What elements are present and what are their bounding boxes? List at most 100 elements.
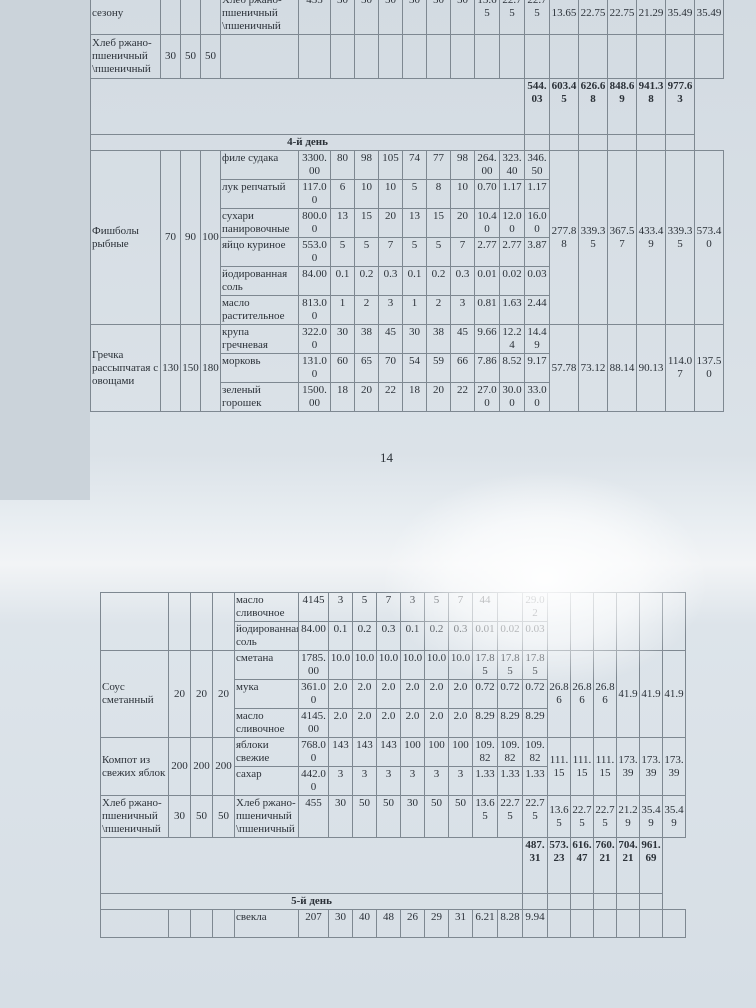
- ingredient-price: 768.00: [298, 737, 329, 767]
- ingredient-value: 10.0: [448, 650, 473, 680]
- ingredient-value: 3: [352, 766, 377, 796]
- ingredient-value: 3: [400, 766, 425, 796]
- ingredient-value: 3: [328, 766, 353, 796]
- ingredient-value: 18: [330, 382, 355, 412]
- table-row: Компот из свежих яблок 200 200 200 яблоки св…: [100, 737, 686, 796]
- ingredient-value: 0.70: [474, 179, 500, 209]
- empty-cell: [426, 34, 451, 79]
- portion-size: [212, 909, 235, 938]
- dish-total-value: [665, 34, 695, 79]
- ingredient-price: 455: [298, 0, 331, 35]
- empty-cell: [100, 837, 523, 894]
- ingredient-value: 2.0: [328, 679, 353, 709]
- ingredient-value: 6.21: [472, 909, 498, 938]
- ingredient-value: 22: [450, 382, 475, 412]
- ingredient-price: 800.00: [298, 208, 331, 238]
- portion-size: 50: [200, 34, 221, 79]
- ingredient-value: 7: [378, 237, 403, 267]
- portion-size: 50: [180, 34, 201, 79]
- ingredient-value: 7.86: [474, 353, 500, 383]
- ingredient-value: 16.00: [524, 208, 550, 238]
- table-row: Хлеб ржано-пшеничный \пшеничный 30 50 50: [90, 34, 724, 79]
- ingredient-value: 346.50: [524, 150, 550, 180]
- ingredient-value: 30: [330, 324, 355, 354]
- empty-cell: [298, 34, 331, 79]
- dish-total-value: [593, 592, 617, 651]
- ingredient-value: 30: [330, 0, 355, 35]
- ingredient-value: 18: [402, 382, 427, 412]
- ingredient-value: 2.44: [524, 295, 550, 325]
- empty-cell: [639, 893, 663, 910]
- ingredient-value: 0.1: [330, 266, 355, 296]
- empty-cell: [450, 34, 475, 79]
- empty-cell: [90, 78, 525, 135]
- ingredient-value: 5: [402, 179, 427, 209]
- ingredient-name: филе судака: [220, 150, 299, 180]
- ingredient-value: 50: [378, 0, 403, 35]
- ingredient-value: 7: [448, 592, 473, 622]
- ingredient-value: 8.29: [472, 708, 498, 738]
- ingredient-value: 100: [400, 737, 425, 767]
- ingredient-value: 50: [354, 0, 379, 35]
- ingredient-value: 50: [426, 0, 451, 35]
- dish-total-value: 26.86: [570, 650, 594, 738]
- dish-total-value: 367.57: [607, 150, 637, 325]
- table-row: Гречка рассыпчатая с овощами 130 150 180 кру…: [90, 324, 724, 412]
- ingredient-price: 442.00: [298, 766, 329, 796]
- empty-cell: [522, 893, 548, 910]
- ingredient-value: 77: [426, 150, 451, 180]
- ingredient-value: 3: [424, 766, 449, 796]
- ingredient-value: 45: [378, 324, 403, 354]
- table-row: зеленый горошек 1500.00 18 20 22 18 20 22 27.00 3…: [91, 382, 724, 412]
- day-total-row: 487.31 573.23 616.47 760.21 704.21 961.69: [100, 837, 686, 894]
- day-total-value: 961.69: [639, 837, 663, 894]
- dish-total-value: 35.49: [665, 0, 695, 35]
- ingredient-value: 1: [330, 295, 355, 325]
- ingredient-value: [497, 592, 523, 622]
- dish-total-value: 433.49: [636, 150, 666, 325]
- portion-size: 150: [180, 324, 201, 412]
- dish-total-value: 114.07: [665, 324, 695, 412]
- ingredient-price: 1785.00: [298, 650, 329, 680]
- ingredient-value: 8.29: [497, 708, 523, 738]
- empty-cell: [549, 134, 579, 151]
- ingredient-value: 15: [426, 208, 451, 238]
- ingredient-value: 3: [328, 592, 353, 622]
- day-total-value: 941.38: [636, 78, 666, 135]
- ingredient-value: 13: [402, 208, 427, 238]
- portion-size: [190, 909, 213, 938]
- ingredient-value: 323.40: [499, 150, 525, 180]
- ingredient-value: 8.28: [497, 909, 523, 938]
- ingredient-value: 2.0: [376, 679, 401, 709]
- dish-total-value: [636, 34, 666, 79]
- portion-size: 100: [200, 150, 221, 325]
- table-row: масло сливочное 4145.00 2.0 2.0 2.0 2.0 2.0 2.0…: [101, 708, 686, 738]
- ingredient-price: 4145: [298, 592, 329, 622]
- empty-cell: [524, 134, 550, 151]
- portion-size: [212, 592, 235, 651]
- ingredient-value: 30: [400, 795, 425, 838]
- dish-total-value: 21.29: [636, 0, 666, 35]
- ingredient-value: 0.2: [354, 266, 379, 296]
- ingredient-value: 5: [330, 237, 355, 267]
- ingredient-value: 40: [352, 909, 377, 938]
- ingredient-name: сахар: [234, 766, 299, 796]
- ingredient-value: 50: [448, 795, 473, 838]
- page-number: 14: [380, 450, 393, 465]
- ingredient-price: 322.00: [298, 324, 331, 354]
- portion-size: 200: [212, 737, 235, 796]
- dish-total-value: 339.35: [578, 150, 608, 325]
- ingredient-value: 1: [402, 295, 427, 325]
- ingredient-value: 5: [426, 237, 451, 267]
- dish-total-value: [593, 909, 617, 938]
- ingredient-value: 17.85: [497, 650, 523, 680]
- ingredient-value: 33.00: [524, 382, 550, 412]
- ingredient-value: 98: [450, 150, 475, 180]
- ingredient-value: 60: [330, 353, 355, 383]
- ingredient-value: 3: [400, 592, 425, 622]
- ingredient-name: мука: [234, 679, 299, 709]
- day-header: 5-й день: [100, 893, 523, 910]
- ingredient-value: 0.72: [497, 679, 523, 709]
- ingredient-value: 10.0: [352, 650, 377, 680]
- day-total-value: 848.69: [607, 78, 637, 135]
